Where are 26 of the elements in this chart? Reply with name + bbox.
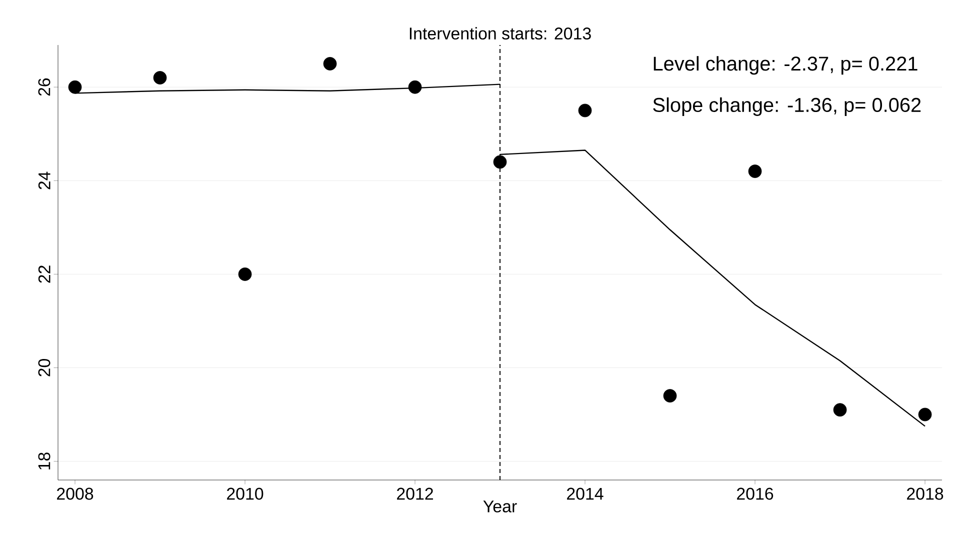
annotation: Slope change: -1.36, p= 0.062 bbox=[653, 97, 921, 116]
point bbox=[493, 155, 507, 169]
x-tick-label: 2014 bbox=[567, 488, 604, 500]
y-tick-label: 26 bbox=[38, 78, 50, 96]
point bbox=[238, 267, 252, 281]
x-axis-title: Year bbox=[483, 500, 517, 512]
point bbox=[578, 104, 592, 118]
x-tick-label: 2012 bbox=[397, 488, 433, 500]
x-tick-label: 2016 bbox=[737, 488, 774, 500]
chart-title: Intervention starts: 2013 bbox=[410, 27, 591, 40]
x-tick-label: 2008 bbox=[57, 488, 94, 500]
point bbox=[323, 57, 337, 70]
point bbox=[663, 389, 677, 403]
y-tick-label: 24 bbox=[38, 172, 50, 190]
point bbox=[68, 80, 82, 94]
point bbox=[748, 164, 762, 178]
point bbox=[833, 403, 847, 417]
x-tick-label: 2018 bbox=[907, 488, 944, 500]
point bbox=[153, 71, 167, 84]
y-tick-label: 20 bbox=[38, 358, 50, 376]
y-tick-label: 22 bbox=[38, 266, 50, 283]
point bbox=[918, 408, 932, 422]
y-tick-label: 18 bbox=[38, 452, 50, 470]
x-tick-label: 2010 bbox=[227, 488, 264, 500]
point bbox=[408, 80, 422, 94]
annotation: Level change: -2.37, p= 0.221 bbox=[654, 56, 918, 75]
